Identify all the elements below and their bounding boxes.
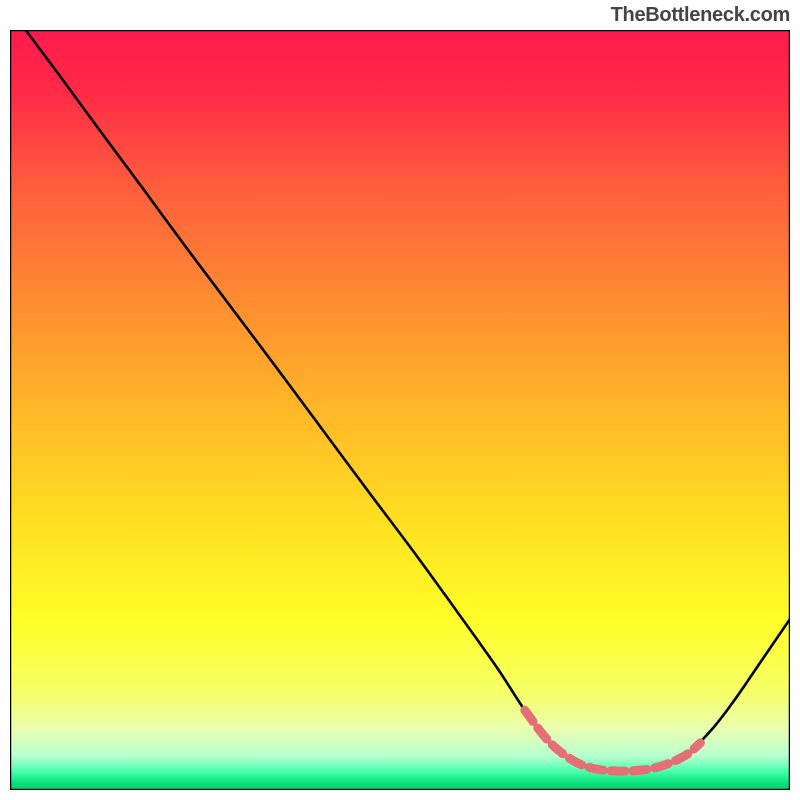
gradient-background [10,30,790,790]
plot-svg [10,30,790,790]
chart-container: TheBottleneck.com [0,0,800,800]
watermark-text: TheBottleneck.com [611,4,790,27]
plot-area [10,30,790,790]
